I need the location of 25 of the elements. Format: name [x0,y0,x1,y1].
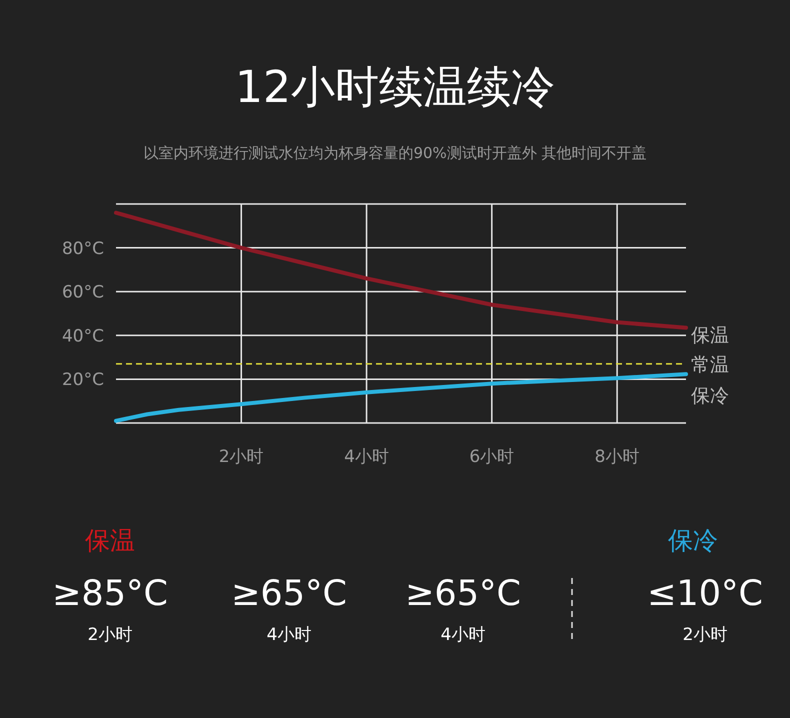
y-tick-label: 40°C [62,326,104,346]
text: 2小时 [682,625,728,645]
x-tick-label: 4小时 [344,447,389,467]
line-series [114,210,688,330]
text: ≤10°C [647,574,763,614]
y-tick-label: 80°C [62,238,104,259]
chart-title: 12小时续温续冷 [235,62,555,113]
ref-line-label: 常温 [691,354,729,376]
x-tick-label: 6小时 [469,447,514,467]
text: ≥85°C [52,574,168,614]
line-series [114,372,688,423]
y-tick-label: 20°C [62,370,104,390]
text: ≥65°C [231,574,347,614]
text: 保冷 [668,526,718,555]
text: ≥65°C [405,574,521,614]
chart-subtitle: 以室内环境进行测试水位均为杯身容量的90%测试时开盖外 其他时间不开盖 [143,144,647,162]
series-label: 保冷 [691,385,729,408]
x-tick-label: 8小时 [594,447,640,467]
text: 保温 [85,526,135,555]
y-tick-label: 60°C [62,282,104,303]
text: 2小时 [88,625,132,645]
x-tick-label: 2小时 [218,447,264,467]
series-label: 保温 [691,324,729,347]
text: 4小时 [266,625,312,645]
text: 4小时 [440,625,486,645]
